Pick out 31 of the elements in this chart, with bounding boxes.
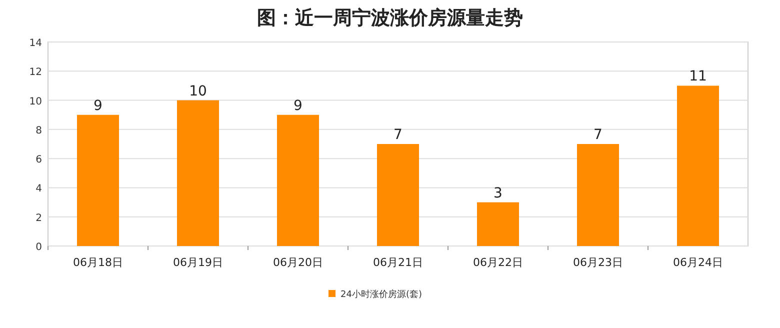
data-label: 3: [494, 185, 502, 202]
bar: [577, 144, 619, 246]
x-tick-label: 06月21日: [373, 256, 423, 269]
bar: [277, 114, 319, 246]
y-tick-label: 14: [29, 38, 42, 49]
y-tick-label: 0: [36, 242, 42, 253]
y-tick-label: 6: [36, 154, 42, 166]
bar: [477, 202, 519, 246]
data-label: 9: [294, 98, 302, 114]
data-label: 10: [189, 83, 207, 100]
y-tick-label: 12: [29, 67, 42, 78]
x-tick-label: 06月23日: [573, 256, 623, 269]
x-tick-label: 06月19日: [173, 256, 223, 269]
y-tick-label: 2: [36, 212, 42, 224]
data-label: 7: [394, 127, 402, 143]
bar: [677, 86, 719, 246]
x-tick-label: 06月22日: [473, 256, 523, 269]
bar: [77, 114, 119, 246]
y-tick-label: 4: [36, 184, 42, 195]
data-label: 9: [94, 98, 102, 114]
chart-title: 图：近一周宁波涨价房源量走势: [257, 7, 523, 29]
bar: [377, 144, 419, 246]
data-label: 11: [689, 68, 707, 85]
x-tick-label: 06月24日: [673, 256, 723, 269]
data-label: 7: [594, 127, 602, 143]
x-tick-label: 06月20日: [273, 256, 323, 269]
legend-label: 24小时涨价房源(套): [340, 289, 422, 300]
y-tick-label: 10: [29, 96, 42, 108]
y-tick-label: 8: [36, 125, 42, 136]
x-tick-label: 06月18日: [73, 256, 123, 269]
bar: [177, 100, 219, 246]
